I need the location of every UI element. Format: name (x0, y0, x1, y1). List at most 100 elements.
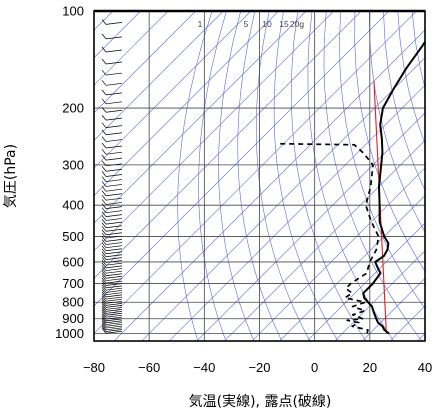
wind-barb (105, 292, 123, 296)
wind-barb-flag (101, 236, 107, 242)
wind-barb (105, 283, 123, 286)
wind-barb-flag (101, 321, 107, 327)
wind-barb (105, 61, 123, 65)
wind-barb-flag (101, 324, 107, 331)
wind-barb-flag (101, 107, 107, 113)
dry-adiabat-line (307, 11, 394, 341)
wind-barb-flag (101, 239, 107, 245)
wind-barb (105, 248, 123, 252)
wind-barb (105, 311, 123, 314)
x-axis-title: 気温(実線), 露点(破線) (189, 394, 332, 410)
wind-barb (105, 193, 123, 197)
wind-barb-flag (101, 328, 107, 334)
wind-barb (105, 257, 123, 260)
wind-barb (105, 298, 123, 302)
wind-barb (105, 184, 123, 187)
wind-barb-flag (101, 257, 107, 263)
y-axis-title: 気圧(hPa) (3, 144, 19, 208)
wind-barb (105, 327, 123, 331)
wind-barb-flag (101, 308, 107, 314)
wind-barb (105, 139, 123, 142)
wind-barb-flag (101, 262, 107, 269)
wind-barb-flag (101, 282, 107, 289)
wind-barb-flag (101, 176, 107, 182)
wind-barb-flag (101, 181, 107, 187)
wind-barb (105, 151, 123, 155)
wind-barb-flag (101, 166, 107, 172)
y-tick-label: 800 (62, 295, 84, 310)
wind-barb (105, 117, 123, 121)
wind-barb (105, 318, 123, 322)
wind-barb (105, 280, 123, 284)
wind-barb-flag (101, 310, 107, 316)
wind-barb (105, 188, 123, 192)
wind-barbs (101, 19, 123, 334)
wind-barb-flag (101, 284, 107, 291)
wind-barb (105, 228, 123, 232)
wind-barb (105, 82, 123, 86)
wind-barb (105, 275, 123, 279)
wind-barb-flag (101, 265, 107, 271)
temperature-line (362, 40, 425, 335)
mixing-ratio-labels: 1 5 10 15 20g (198, 19, 305, 29)
wind-barb-flag (101, 148, 107, 155)
y-tick-label: 400 (62, 198, 84, 213)
wind-barb-flag (101, 242, 107, 248)
dry-adiabat-line (368, 11, 425, 233)
isotherm-line (94, 11, 334, 252)
wind-barb-flag (101, 293, 107, 300)
wind-barb-flag (101, 207, 107, 213)
wind-barb-flag (101, 313, 107, 320)
isotherm-line (94, 11, 307, 224)
wind-barb (105, 36, 123, 40)
wind-barb-flag (101, 287, 107, 293)
wind-barb (105, 214, 123, 217)
wind-barb-flag (101, 277, 107, 284)
wind-barb-flag (101, 222, 107, 228)
wind-barb (105, 145, 123, 149)
isotherm-line (94, 11, 169, 86)
wind-barb (105, 268, 123, 271)
isotherm-line (224, 139, 425, 341)
x-tick-label: −60 (138, 360, 160, 375)
wind-barb-flag (101, 322, 107, 329)
wind-barb-flag (101, 199, 107, 205)
wind-barb-flag (101, 229, 107, 235)
wind-barb (105, 270, 123, 274)
wind-barb (105, 132, 123, 136)
y-tick-label: 100 (62, 4, 84, 19)
x-tick-labels: −80 −60 −40 −20 0 20 40 (83, 360, 432, 375)
isotherm-line (169, 84, 425, 341)
wind-barb-flag (101, 289, 107, 295)
wind-barb-flag (101, 306, 107, 312)
wind-barb (105, 320, 123, 324)
wind-barb (105, 49, 123, 53)
wind-barb-flag (101, 122, 107, 128)
isotherm-line (114, 29, 425, 341)
isotherm-line (280, 195, 425, 341)
isotherm-line (94, 11, 390, 307)
wind-barb-flag (101, 254, 107, 260)
mixing-ratio-label: 5 (244, 19, 249, 29)
wind-barb (105, 307, 123, 310)
wind-barb-flag (101, 280, 107, 286)
y-tick-label: 300 (62, 157, 84, 172)
isotherm-line (94, 11, 362, 279)
x-tick-label: −40 (193, 360, 215, 375)
y-tick-label: 200 (62, 101, 84, 116)
wind-barb-flag (101, 248, 107, 255)
wind-barb (105, 309, 123, 312)
isotherm-lines (94, 11, 425, 341)
x-tick-label: 40 (418, 360, 432, 375)
wind-barb-flag (101, 190, 107, 196)
isotherm-line (362, 277, 425, 341)
dry-adiabat-line (177, 11, 213, 341)
dewpoint-line (278, 142, 380, 334)
wind-barb-flag (101, 89, 107, 96)
wind-barb-flag (101, 69, 107, 76)
wind-barb (105, 314, 123, 318)
wind-barb-flag (101, 185, 107, 192)
mixing-ratio-label: 15 (279, 19, 289, 29)
dry-adiabat-line (255, 11, 310, 341)
